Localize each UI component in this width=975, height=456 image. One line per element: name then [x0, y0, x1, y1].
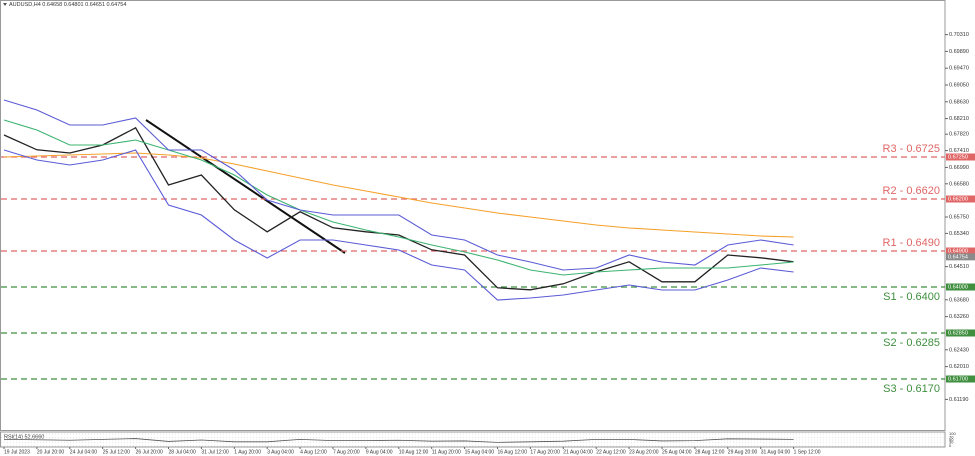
x-tick-label: 1 Sep 12:00	[794, 449, 821, 455]
price-tag	[946, 195, 975, 203]
rsi-tick-label: 30	[949, 439, 954, 444]
y-tick-label: 0.68210	[949, 116, 969, 122]
x-tick-label: 21 Aug 04:00	[563, 449, 593, 455]
level-label: S3 - 0.6170	[883, 383, 940, 395]
x-tick-label: 24 Jul 04:00	[70, 449, 97, 455]
rsi-tick-label: 100	[949, 431, 956, 436]
rsi-tick-label: 70	[949, 435, 954, 440]
rsi-tick-label: 0	[949, 443, 952, 448]
x-tick-label: 10 Aug 12:00	[399, 449, 429, 455]
y-tick-label: 0.67410	[949, 148, 969, 154]
y-tick-label: 0.63260	[949, 314, 969, 320]
series-line	[3, 152, 794, 238]
x-tick-label: 1 Aug 20:00	[234, 449, 261, 455]
rsi-panel	[0, 431, 946, 448]
x-tick-label: 25 Aug 04:00	[662, 449, 692, 455]
rsi-title: RSI(14) 52.6660	[4, 434, 44, 440]
current-price-label: 0.64754	[948, 254, 968, 260]
y-tick-label: 0.65340	[949, 231, 969, 237]
x-tick-label: 31 Jul 12:00	[201, 449, 228, 455]
price-tag	[946, 329, 975, 337]
y-tick-label: 0.70310	[949, 32, 969, 38]
rsi-tick-label: 50	[949, 437, 954, 442]
price-tag-label: 0.64000	[948, 284, 968, 290]
x-tick-label: 28 Jul 04:00	[169, 449, 196, 455]
price-tag	[946, 247, 975, 255]
trend-line	[145, 119, 346, 254]
x-tick-label: 9 Aug 04:00	[366, 449, 393, 455]
x-tick-label: 25 Jul 12:00	[103, 449, 130, 455]
x-tick-label: 23 Aug 20:00	[629, 449, 659, 455]
x-tick-label: 17 Aug 20:00	[530, 449, 560, 455]
price-tag-label: 0.67250	[948, 154, 968, 160]
price-tag-label: 0.66200	[948, 196, 968, 202]
x-tick-label: 29 Aug 20:00	[728, 449, 758, 455]
y-tick-label: 0.68630	[949, 99, 969, 105]
level-label: R2 - 0.6620	[883, 185, 940, 197]
symbol-icon	[3, 3, 7, 6]
y-tick-label: 0.69890	[949, 49, 969, 55]
price-tag	[946, 283, 975, 291]
y-tick-label: 0.66580	[949, 181, 969, 187]
y-tick-label: 0.62430	[949, 347, 969, 353]
x-tick-label: 11 Aug 20:00	[432, 449, 461, 455]
price-tag-label: 0.61700	[948, 376, 968, 382]
y-tick-label: 0.69050	[949, 82, 969, 88]
x-tick-label: 20 Jul 20:00	[37, 449, 64, 455]
y-tick-label: 0.61190	[949, 397, 968, 403]
price-tag	[946, 153, 975, 161]
x-tick-label: 4 Aug 12:00	[300, 449, 327, 455]
level-label: R1 - 0.6490	[883, 237, 940, 249]
x-tick-label: 15 Aug 04:00	[465, 449, 495, 455]
x-tick-label: 16 Aug 12:00	[498, 449, 528, 455]
y-tick-label: 0.64510	[949, 264, 969, 270]
x-tick-label: 19 Jul 2023	[4, 449, 30, 455]
price-tag	[946, 375, 975, 383]
series-line	[3, 119, 794, 276]
main-panel	[0, 0, 946, 431]
x-tick-label: 3 Aug 04:00	[267, 449, 294, 455]
chart-title: AUDUSD,H4 0.64658 0.64801 0.64651 0.6475…	[9, 2, 126, 8]
series-line	[3, 149, 794, 301]
series-line	[3, 99, 794, 271]
series-line	[3, 126, 794, 291]
x-tick-label: 28 Aug 12:00	[695, 449, 725, 455]
level-label: S1 - 0.6400	[883, 291, 940, 303]
y-tick-label: 0.63680	[949, 297, 969, 303]
x-tick-label: 31 Aug 04:00	[761, 449, 791, 455]
x-tick-label: 22 Aug 12:00	[596, 449, 626, 455]
level-label: R3 - 0.6725	[883, 143, 940, 155]
level-label: S2 - 0.6285	[883, 337, 940, 349]
x-tick-label: 7 Aug 20:00	[333, 449, 360, 455]
y-tick-label: 0.62010	[949, 364, 969, 370]
rsi-line	[3, 438, 794, 443]
current-price-tag	[946, 253, 975, 261]
y-tick-label: 0.65750	[949, 214, 969, 220]
y-tick-label: 0.66990	[949, 165, 969, 171]
y-tick-label: 0.67820	[949, 132, 969, 138]
y-tick-label: 0.69470	[949, 66, 969, 72]
price-tag-label: 0.62850	[948, 330, 968, 336]
price-tag-label: 0.64900	[948, 248, 968, 254]
x-tick-label: 26 Jul 20:00	[136, 449, 163, 455]
